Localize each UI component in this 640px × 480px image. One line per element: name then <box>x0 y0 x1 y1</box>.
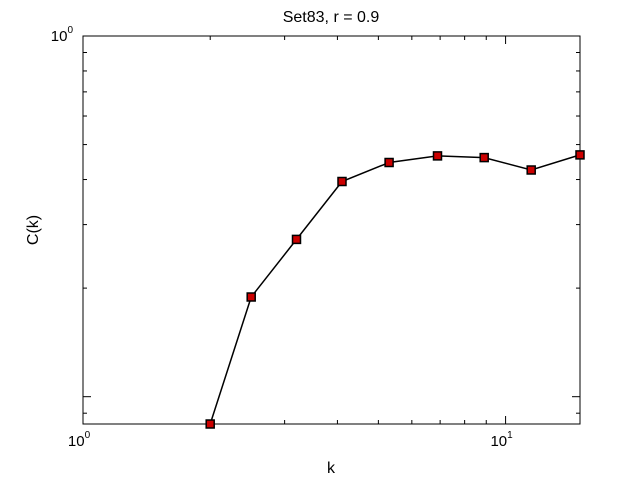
data-point <box>205 419 215 429</box>
series-layer <box>205 150 585 429</box>
data-point <box>384 157 394 168</box>
y-axis-label: C(k) <box>25 215 42 245</box>
data-point <box>575 150 585 160</box>
data-point <box>337 176 347 187</box>
data-point <box>291 234 302 245</box>
data-point <box>432 151 443 161</box>
y-tick-label: 100 <box>51 25 74 45</box>
plot-area <box>82 35 581 425</box>
data-point <box>526 165 536 175</box>
x-tick-label: 101 <box>490 430 513 450</box>
x-tick-label: 100 <box>68 430 91 450</box>
chart-title: Set83, r = 0.9 <box>283 9 380 26</box>
data-point <box>479 152 489 163</box>
tick-labels: 100 101 100 <box>51 25 513 450</box>
axis-ticks <box>82 35 580 424</box>
x-axis-label: k <box>327 460 336 477</box>
data-point <box>246 292 256 302</box>
